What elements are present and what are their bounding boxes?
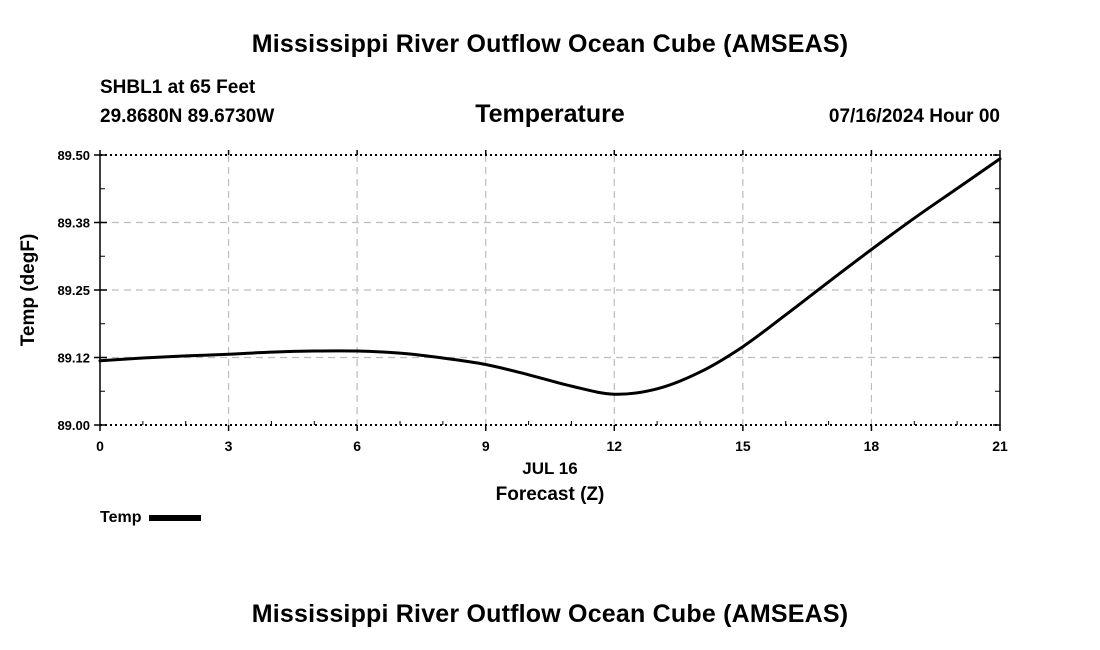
y-tick-label: 89.25 [57,283,90,298]
y-tick-label: 89.12 [57,351,90,366]
x-tick-label: 12 [606,438,622,454]
chart-subtitle: Temperature [475,100,625,128]
x-tick-label: 9 [482,438,490,454]
y-tick-label: 89.00 [57,418,90,433]
y-tick-label: 89.38 [57,216,90,231]
x-tick-label: 15 [735,438,751,454]
x-tick-label: 0 [96,438,104,454]
x-axis-title: Forecast (Z) [496,484,605,505]
legend-swatch [149,515,202,521]
x-tick-label: 18 [864,438,880,454]
x-date-label: JUL 16 [522,459,577,478]
y-axis-title: Temp (degF) [18,234,39,347]
series-layer [98,157,1002,396]
chart-title-top: Mississippi River Outflow Ocean Cube (AM… [251,30,849,58]
x-tick-label: 6 [353,438,361,454]
legend: Temp [100,509,202,527]
datetime-label: 07/16/2024 Hour 00 [828,106,1000,127]
y-tick-label: 89.50 [57,148,90,163]
chart-title-bottom: Mississippi River Outflow Ocean Cube (AM… [251,600,849,628]
x-tick-label: 21 [992,438,1008,454]
axis-layer [94,150,1001,431]
station-label: SHBL1 at 65 Feet [100,77,256,98]
series-line-temp [98,157,1002,396]
label-layer: 89.00 89.12 89.25 89.38 89.50 0 3 6 9 12 15 18 21 JUL… [18,148,1008,505]
coordinates-label: 29.8680N 89.6730W [100,106,275,127]
grid-layer [100,155,1000,425]
legend-label: Temp [100,509,142,526]
x-tick-label: 3 [225,438,233,454]
